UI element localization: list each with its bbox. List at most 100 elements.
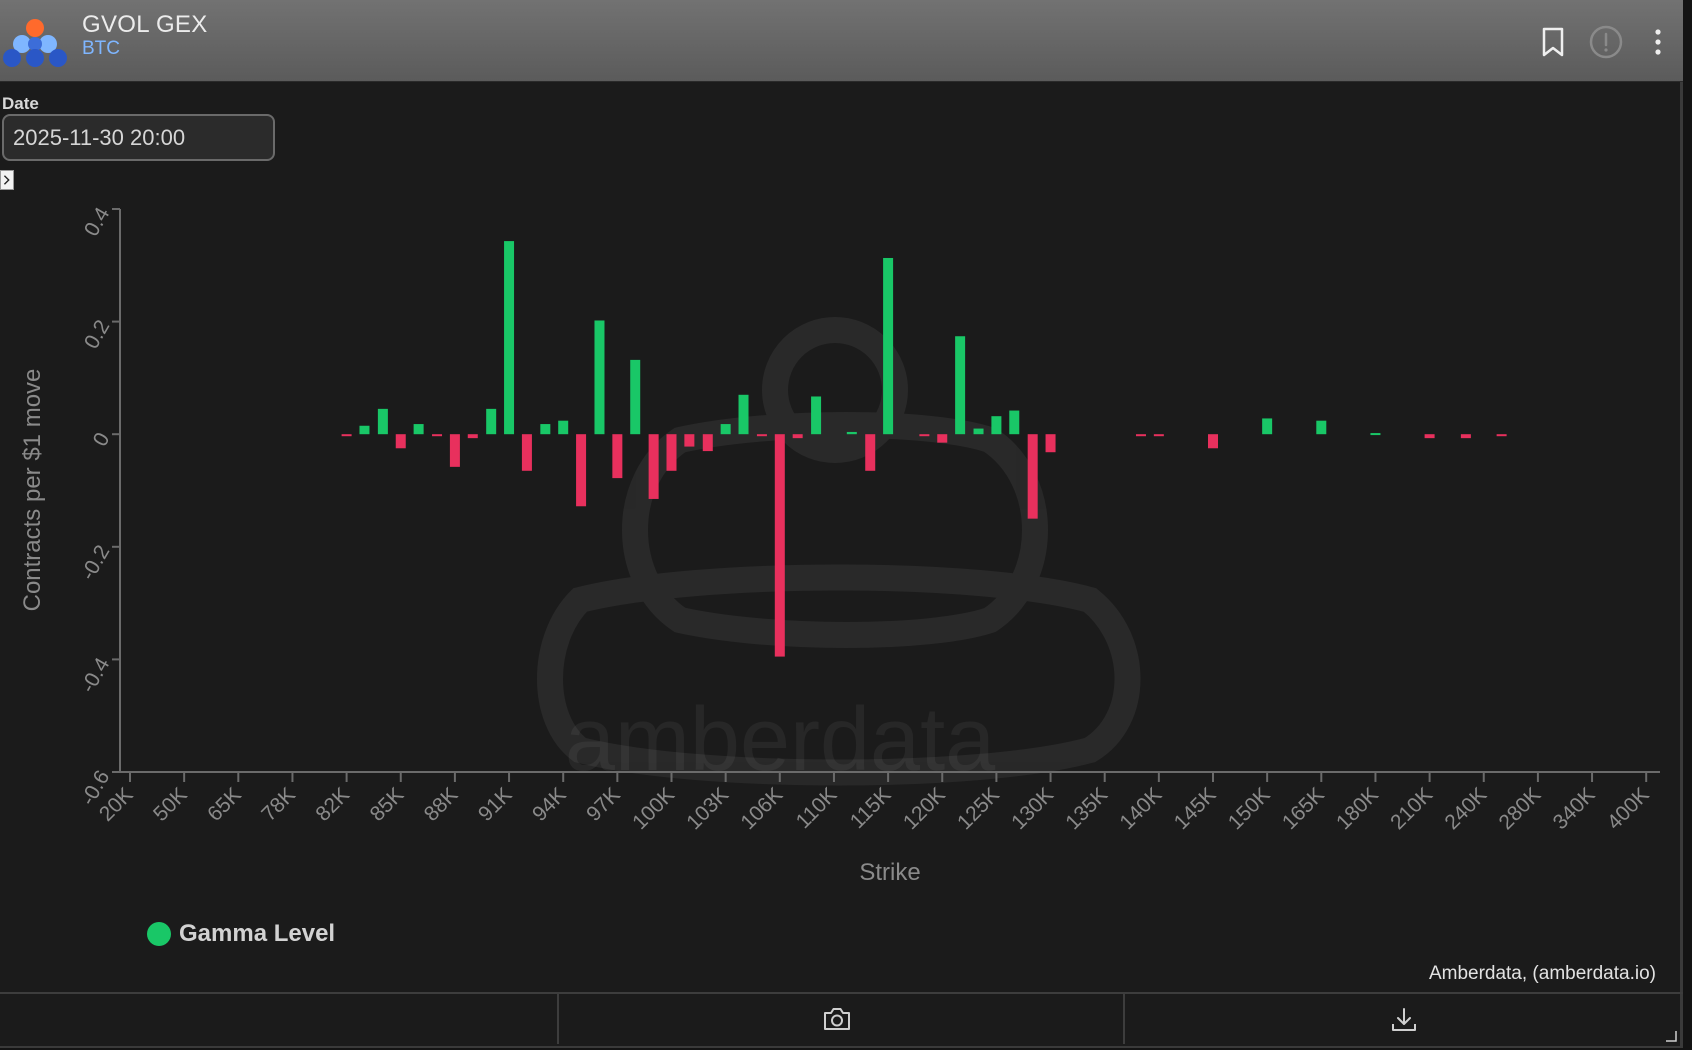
- x-tick-label: 82K: [311, 783, 354, 826]
- bar-negative[interactable]: [1153, 434, 1164, 437]
- y-tick-label: -0.4: [76, 654, 114, 697]
- bar-negative[interactable]: [521, 434, 532, 471]
- x-tick-label: 115K: [846, 783, 896, 833]
- bar-positive[interactable]: [973, 428, 984, 435]
- x-tick-label: 103K: [682, 783, 733, 834]
- x-tick-label: 125K: [953, 783, 1004, 834]
- y-tick-label: 0.4: [80, 203, 115, 240]
- bar-negative[interactable]: [467, 434, 478, 439]
- x-tick-label: 120K: [899, 783, 950, 834]
- x-tick-label: 78K: [257, 783, 300, 826]
- bar-negative[interactable]: [449, 434, 460, 467]
- bar-positive[interactable]: [883, 257, 894, 435]
- x-tick-label: 106K: [736, 783, 787, 834]
- bar-negative[interactable]: [432, 434, 443, 437]
- widget-subtitle: BTC: [82, 38, 120, 59]
- y-tick-label: -0.2: [76, 541, 114, 584]
- x-tick-label: 100K: [628, 783, 679, 834]
- y-axis-title: Contracts per $1 move: [19, 369, 46, 612]
- bar-positive[interactable]: [540, 424, 551, 435]
- x-tick-label: 110K: [792, 783, 842, 833]
- bar-negative[interactable]: [666, 434, 677, 471]
- expand-toggle-icon[interactable]: [0, 170, 14, 190]
- x-tick-label: 210K: [1386, 783, 1437, 834]
- bar-positive[interactable]: [846, 431, 857, 435]
- bar-negative[interactable]: [576, 434, 587, 507]
- bar-negative[interactable]: [1496, 434, 1507, 437]
- date-input[interactable]: [2, 114, 275, 161]
- bar-negative[interactable]: [648, 434, 659, 499]
- bar-positive[interactable]: [359, 425, 370, 435]
- bar-negative[interactable]: [865, 434, 876, 471]
- widget-footer: [0, 992, 1683, 1048]
- bar-negative[interactable]: [1135, 434, 1146, 437]
- date-label: Date: [2, 94, 39, 113]
- bar-positive[interactable]: [1316, 420, 1327, 435]
- x-tick-label: 130K: [1007, 783, 1058, 834]
- bar-positive[interactable]: [720, 424, 731, 435]
- bar-negative[interactable]: [341, 434, 352, 437]
- camera-icon[interactable]: [822, 1006, 852, 1032]
- bookmark-icon[interactable]: [1540, 26, 1566, 58]
- x-tick-label: 91K: [474, 783, 517, 826]
- bar-negative[interactable]: [1027, 434, 1038, 519]
- bar-positive[interactable]: [991, 416, 1002, 435]
- x-tick-label: 240K: [1440, 783, 1491, 834]
- x-tick-label: 140K: [1115, 783, 1166, 834]
- x-tick-label: 400K: [1603, 783, 1654, 834]
- info-circle-icon[interactable]: [1589, 25, 1623, 59]
- x-tick-label: 340K: [1549, 783, 1600, 834]
- footer-divider: [557, 994, 559, 1044]
- legend-label: Gamma Level: [179, 920, 336, 947]
- x-tick-label: 280K: [1494, 783, 1545, 834]
- bar-positive[interactable]: [1262, 418, 1273, 435]
- x-tick-label: 50K: [149, 783, 192, 826]
- chart-credit: Amberdata, (amberdata.io): [1428, 963, 1656, 984]
- bar-positive[interactable]: [558, 420, 569, 435]
- bar-negative[interactable]: [1460, 434, 1471, 439]
- x-tick-label: 135K: [1061, 783, 1112, 834]
- bar-negative[interactable]: [774, 434, 785, 657]
- bar-positive[interactable]: [1370, 433, 1381, 436]
- bar-negative[interactable]: [395, 434, 406, 449]
- bar-positive[interactable]: [738, 394, 749, 435]
- bar-positive[interactable]: [377, 408, 388, 435]
- bar-negative[interactable]: [919, 434, 930, 437]
- gvol-logo: [3, 19, 67, 67]
- bar-negative[interactable]: [1424, 434, 1435, 439]
- bar-negative[interactable]: [756, 434, 767, 437]
- x-tick-label: 88K: [420, 783, 463, 826]
- bar-negative[interactable]: [1208, 434, 1218, 449]
- bar-positive[interactable]: [955, 336, 966, 435]
- footer-divider: [1123, 994, 1125, 1044]
- bar-positive[interactable]: [630, 359, 641, 435]
- bar-negative[interactable]: [702, 434, 713, 452]
- widget-header: GVOL GEX BTC: [0, 0, 1683, 82]
- bar-positive[interactable]: [504, 241, 515, 435]
- bar-positive[interactable]: [413, 424, 424, 435]
- bar-negative[interactable]: [612, 434, 623, 479]
- x-tick-label: 150K: [1224, 783, 1275, 834]
- x-axis-title: Strike: [859, 859, 920, 886]
- x-tick-label: 85K: [366, 783, 409, 826]
- bar-negative[interactable]: [937, 434, 948, 443]
- resize-handle-icon[interactable]: [1665, 1030, 1677, 1042]
- legend-item-gamma-level[interactable]: Gamma Level: [147, 920, 335, 948]
- download-icon[interactable]: [1389, 1006, 1419, 1034]
- bar-positive[interactable]: [811, 396, 822, 435]
- bar-negative[interactable]: [1045, 434, 1056, 453]
- bar-negative[interactable]: [792, 434, 803, 439]
- x-tick-label: 65K: [203, 783, 246, 826]
- x-tick-label: 165K: [1278, 783, 1329, 834]
- amberdata-watermark: [537, 317, 1141, 786]
- bar-positive[interactable]: [594, 320, 605, 435]
- more-vertical-icon[interactable]: [1650, 26, 1666, 58]
- x-tick-label: 180K: [1332, 783, 1383, 834]
- y-tick-label: 0.2: [80, 316, 115, 353]
- bar-positive[interactable]: [486, 408, 497, 435]
- widget-title: GVOL GEX: [82, 11, 208, 38]
- bar-positive[interactable]: [1009, 410, 1020, 435]
- y-tick-label: 0: [89, 429, 115, 451]
- bar-negative[interactable]: [684, 434, 695, 447]
